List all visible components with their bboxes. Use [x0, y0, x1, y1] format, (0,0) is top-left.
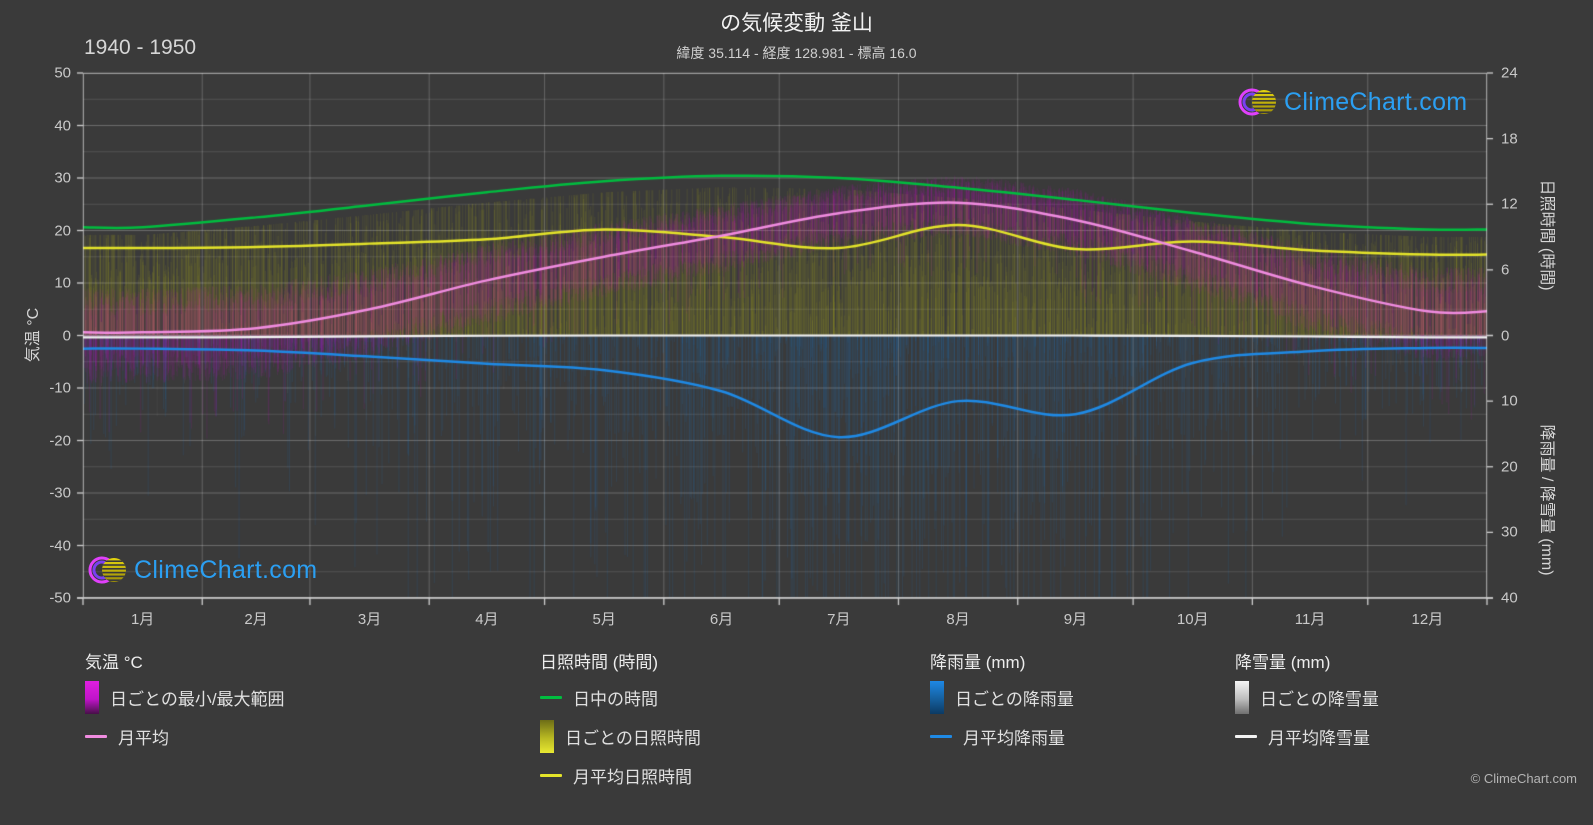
- temp-tick-label: 10: [54, 274, 71, 292]
- legend-item: 日ごとの日照時間: [540, 717, 701, 756]
- legend-group-temperature: 気温 °C 日ごとの最小/最大範囲 月平均: [85, 648, 285, 756]
- legend-item: 月平均降雨量: [930, 717, 1074, 756]
- month-label: 5月: [592, 611, 616, 628]
- sunshine-axis-label: 日照時間 (時間): [1538, 179, 1555, 291]
- temp-tick-label: -20: [49, 432, 71, 449]
- temp-tick-label: 40: [54, 117, 71, 134]
- legend-item: 日ごとの降雪量: [1235, 678, 1379, 717]
- sunshine-tick-label: 18: [1501, 130, 1518, 148]
- temp-tick-label: 50: [54, 64, 71, 82]
- precip-tick-label: 30: [1501, 523, 1518, 541]
- month-label: 6月: [709, 611, 734, 628]
- precip-tick-label: 20: [1501, 458, 1518, 476]
- temp-tick-label: -40: [49, 537, 71, 554]
- month-label: 8月: [946, 611, 970, 628]
- daylight-line-swatch: [540, 696, 562, 699]
- page-title: の気候変動 釜山: [720, 12, 873, 35]
- snow-bars-swatch: [1235, 681, 1249, 714]
- period-label: 1940 - 1950: [84, 36, 197, 59]
- snow-mean-line-swatch: [1235, 735, 1257, 738]
- legend-group-title: 降雨量 (mm): [930, 653, 1026, 672]
- month-label: 12月: [1411, 611, 1444, 628]
- month-label: 4月: [475, 611, 499, 628]
- temp-tick-label: 0: [62, 327, 71, 344]
- temp-tick-label: -10: [49, 379, 71, 397]
- legend-group-snowfall: 降雪量 (mm) 日ごとの降雪量 月平均降雪量: [1235, 648, 1379, 756]
- precip-tick-label: 40: [1501, 589, 1518, 607]
- legend-group-title: 気温 °C: [85, 653, 143, 672]
- legend-group-sunshine: 日照時間 (時間) 日中の時間 日ごとの日照時間 月平均日照時間: [540, 648, 701, 795]
- logo-bottom-left[interactable]: ClimeChart.com: [88, 550, 317, 590]
- legend-item: 日ごとの最小/最大範囲: [85, 678, 285, 717]
- temp-tick-label: 20: [54, 222, 71, 239]
- legend-group-rainfall: 降雨量 (mm) 日ごとの降雨量 月平均降雨量: [930, 648, 1074, 756]
- legend-item: 月平均: [85, 717, 285, 756]
- copyright-label: © ClimeChart.com: [1470, 771, 1577, 786]
- sunshine-tick-label: 0: [1501, 327, 1510, 344]
- logo-top-right[interactable]: ClimeChart.com: [1238, 82, 1467, 122]
- sunshine-mean-line-swatch: [540, 774, 562, 777]
- month-label: 3月: [357, 611, 382, 628]
- legend-item: 月平均降雪量: [1235, 717, 1379, 756]
- legend-group-title: 降雪量 (mm): [1235, 653, 1331, 672]
- month-label: 11月: [1294, 611, 1326, 628]
- month-label: 7月: [827, 611, 851, 628]
- temp-tick-label: -30: [49, 484, 71, 502]
- sunshine-tick-label: 12: [1501, 195, 1518, 213]
- legend-item: 日中の時間: [540, 678, 701, 717]
- temp-range-swatch: [85, 681, 99, 714]
- sunshine-bars-swatch: [540, 720, 554, 753]
- precip-axis-label: 降雨量 / 降雪量 (mm): [1538, 424, 1555, 576]
- rain-mean-line-swatch: [930, 735, 952, 738]
- rain-bars-swatch: [930, 681, 944, 714]
- brand-text: ClimeChart.com: [1284, 87, 1468, 116]
- legend-item: 日ごとの降雨量: [930, 678, 1074, 717]
- month-label: 10月: [1176, 611, 1209, 628]
- legend-item: 月平均日照時間: [540, 756, 701, 795]
- month-label: 9月: [1063, 611, 1088, 628]
- month-label: 1月: [130, 611, 155, 628]
- temp-mean-line-swatch: [85, 735, 107, 738]
- page-subtitle: 緯度 35.114 - 経度 128.981 - 標高 16.0: [676, 45, 917, 61]
- legend-group-title: 日照時間 (時間): [540, 653, 659, 672]
- precip-tick-label: 10: [1501, 392, 1518, 410]
- sunshine-tick-label: 24: [1501, 64, 1518, 82]
- brand-text: ClimeChart.com: [134, 555, 318, 584]
- month-label: 2月: [244, 611, 268, 628]
- sunshine-tick-label: 6: [1501, 261, 1510, 279]
- climechart-logo-icon: [88, 556, 126, 584]
- temp-tick-label: 30: [54, 169, 71, 187]
- temp-tick-label: -50: [49, 589, 71, 607]
- climechart-logo-icon: [1238, 88, 1276, 116]
